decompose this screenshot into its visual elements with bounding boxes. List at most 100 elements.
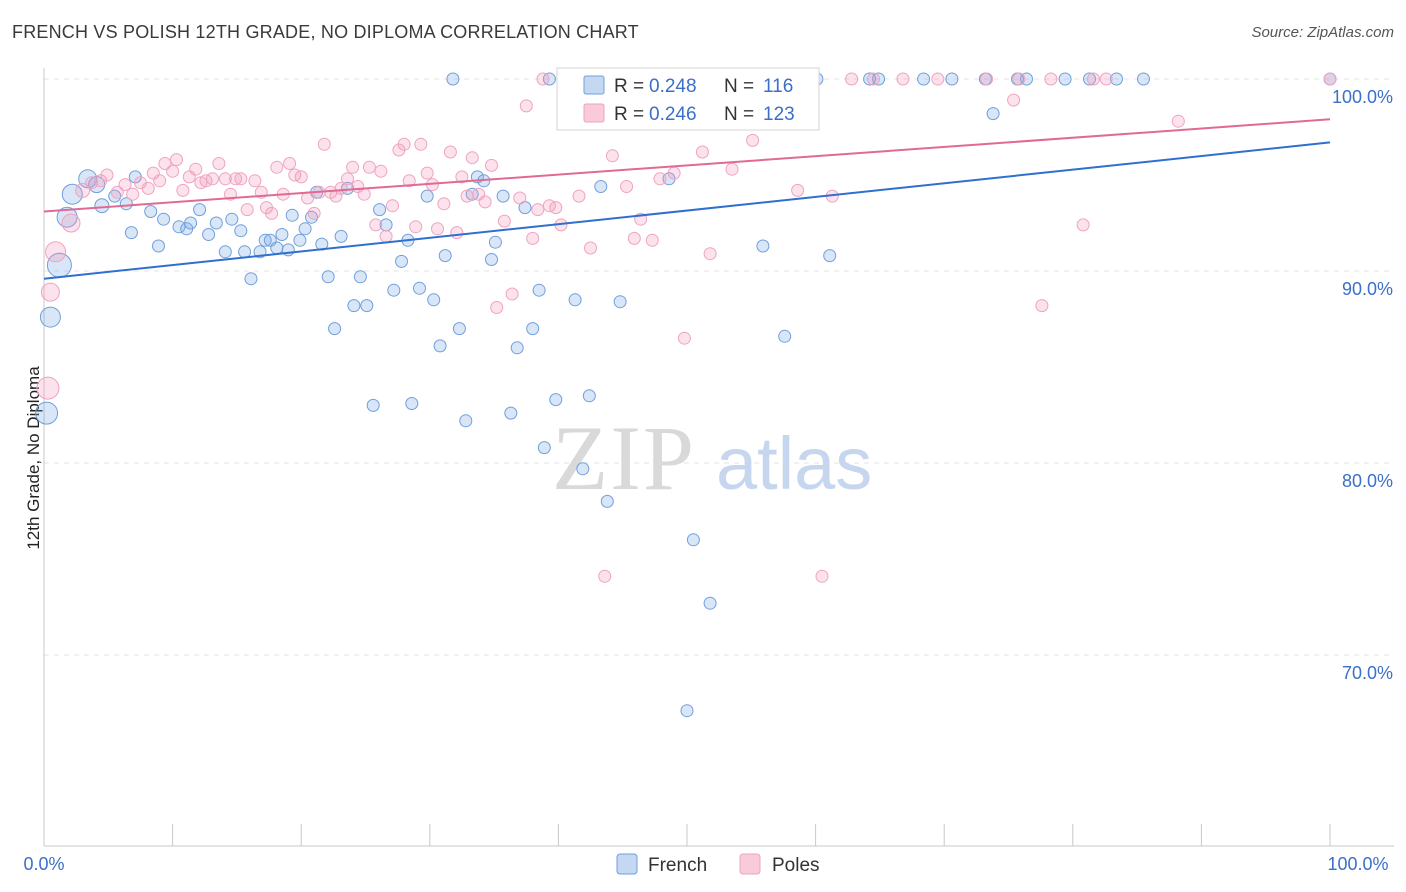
french-point	[1137, 72, 1150, 86]
gridlines	[44, 78, 1394, 656]
french-point	[298, 222, 312, 236]
poles-point	[1076, 218, 1090, 232]
poles-point	[61, 213, 81, 233]
french-point	[144, 205, 158, 218]
french-point	[986, 107, 1000, 121]
poles-point	[40, 282, 60, 302]
french-point	[452, 322, 466, 336]
poles-point	[414, 137, 428, 151]
french-point	[613, 295, 627, 309]
poles-point	[420, 166, 434, 180]
poles-point	[531, 203, 545, 217]
poles-point	[867, 72, 880, 86]
poles-point	[100, 168, 114, 182]
series-legend-label-french[interactable]: French	[648, 855, 707, 876]
poles-point	[437, 197, 451, 211]
french-point	[686, 533, 700, 547]
series-legend-swatch-poles[interactable]	[739, 853, 761, 875]
legend-swatch-poles	[583, 103, 605, 123]
poles-point	[234, 172, 248, 186]
poles-point	[431, 222, 444, 236]
french-point	[420, 189, 434, 203]
poles-point	[645, 233, 659, 247]
poles-point	[379, 229, 393, 243]
poles-point	[229, 172, 243, 186]
poles-point	[572, 189, 586, 203]
poles-point	[341, 172, 354, 186]
poles-point	[126, 187, 140, 201]
poles-point	[549, 201, 563, 215]
french-point	[532, 283, 546, 297]
poles-point	[497, 214, 511, 228]
french-point	[446, 72, 460, 86]
poles-point	[402, 174, 416, 188]
french-point	[244, 272, 258, 286]
french-point	[234, 224, 248, 238]
poles-point	[465, 151, 479, 165]
french-point	[510, 341, 524, 355]
french-point	[680, 704, 694, 718]
french-point	[413, 281, 426, 295]
poles-point	[1035, 299, 1049, 313]
legend-r-label-french: R =	[614, 76, 644, 97]
series-legend-swatch-french[interactable]	[616, 853, 638, 875]
french-point	[94, 198, 110, 214]
watermark-atlas: atlas	[716, 422, 872, 505]
poles-point	[725, 162, 739, 176]
poles-point	[75, 182, 91, 198]
poles-point	[519, 99, 533, 113]
poles-point	[536, 72, 550, 86]
poles-point	[374, 164, 388, 178]
french-point	[594, 180, 608, 193]
poles-point	[505, 287, 519, 301]
poles-point	[317, 137, 331, 151]
series-legend-label-poles[interactable]: Poles	[772, 855, 820, 876]
french-point	[600, 494, 614, 508]
y-tick-label-70: 70.0%	[1342, 663, 1393, 683]
poles-point	[598, 569, 612, 583]
french-point	[373, 203, 387, 217]
poles-point	[307, 206, 321, 220]
poles-point	[653, 172, 667, 186]
french-point	[172, 220, 186, 234]
poles-point	[455, 170, 469, 184]
x-tick-labels: 0.0% 100.0%	[23, 854, 1388, 874]
poles-point	[980, 72, 994, 86]
french-point	[576, 462, 590, 476]
data-points	[35, 72, 1337, 718]
french-point	[496, 189, 510, 203]
french-point	[405, 397, 419, 410]
french-point	[395, 254, 408, 268]
french-point	[703, 596, 717, 610]
poles-point	[409, 220, 423, 234]
poles-point	[815, 569, 829, 583]
poles-point	[362, 160, 376, 174]
poles-point	[294, 170, 308, 184]
poles-point	[166, 164, 180, 178]
poles-point	[248, 174, 262, 188]
poles-point	[346, 160, 360, 174]
poles-point	[605, 149, 619, 163]
poles-point	[170, 153, 183, 167]
poles-point	[1086, 72, 1100, 86]
french-point	[459, 414, 473, 428]
poles-point	[746, 133, 760, 147]
french-point	[184, 216, 198, 230]
poles-point	[176, 183, 190, 197]
poles-point	[283, 157, 297, 170]
poles-point	[45, 241, 67, 263]
french-point	[872, 72, 886, 86]
french-point	[353, 270, 367, 284]
poles-point	[189, 162, 203, 176]
poles-point	[845, 72, 859, 86]
x-ticks	[43, 824, 1331, 846]
legend-swatch-french	[583, 75, 605, 95]
poles-point	[386, 199, 399, 213]
poles-point	[620, 180, 634, 193]
french-point	[328, 322, 342, 336]
poles-point	[1044, 72, 1058, 86]
poles-point	[703, 247, 717, 261]
french-point	[1058, 72, 1072, 86]
poles-point	[460, 189, 474, 203]
